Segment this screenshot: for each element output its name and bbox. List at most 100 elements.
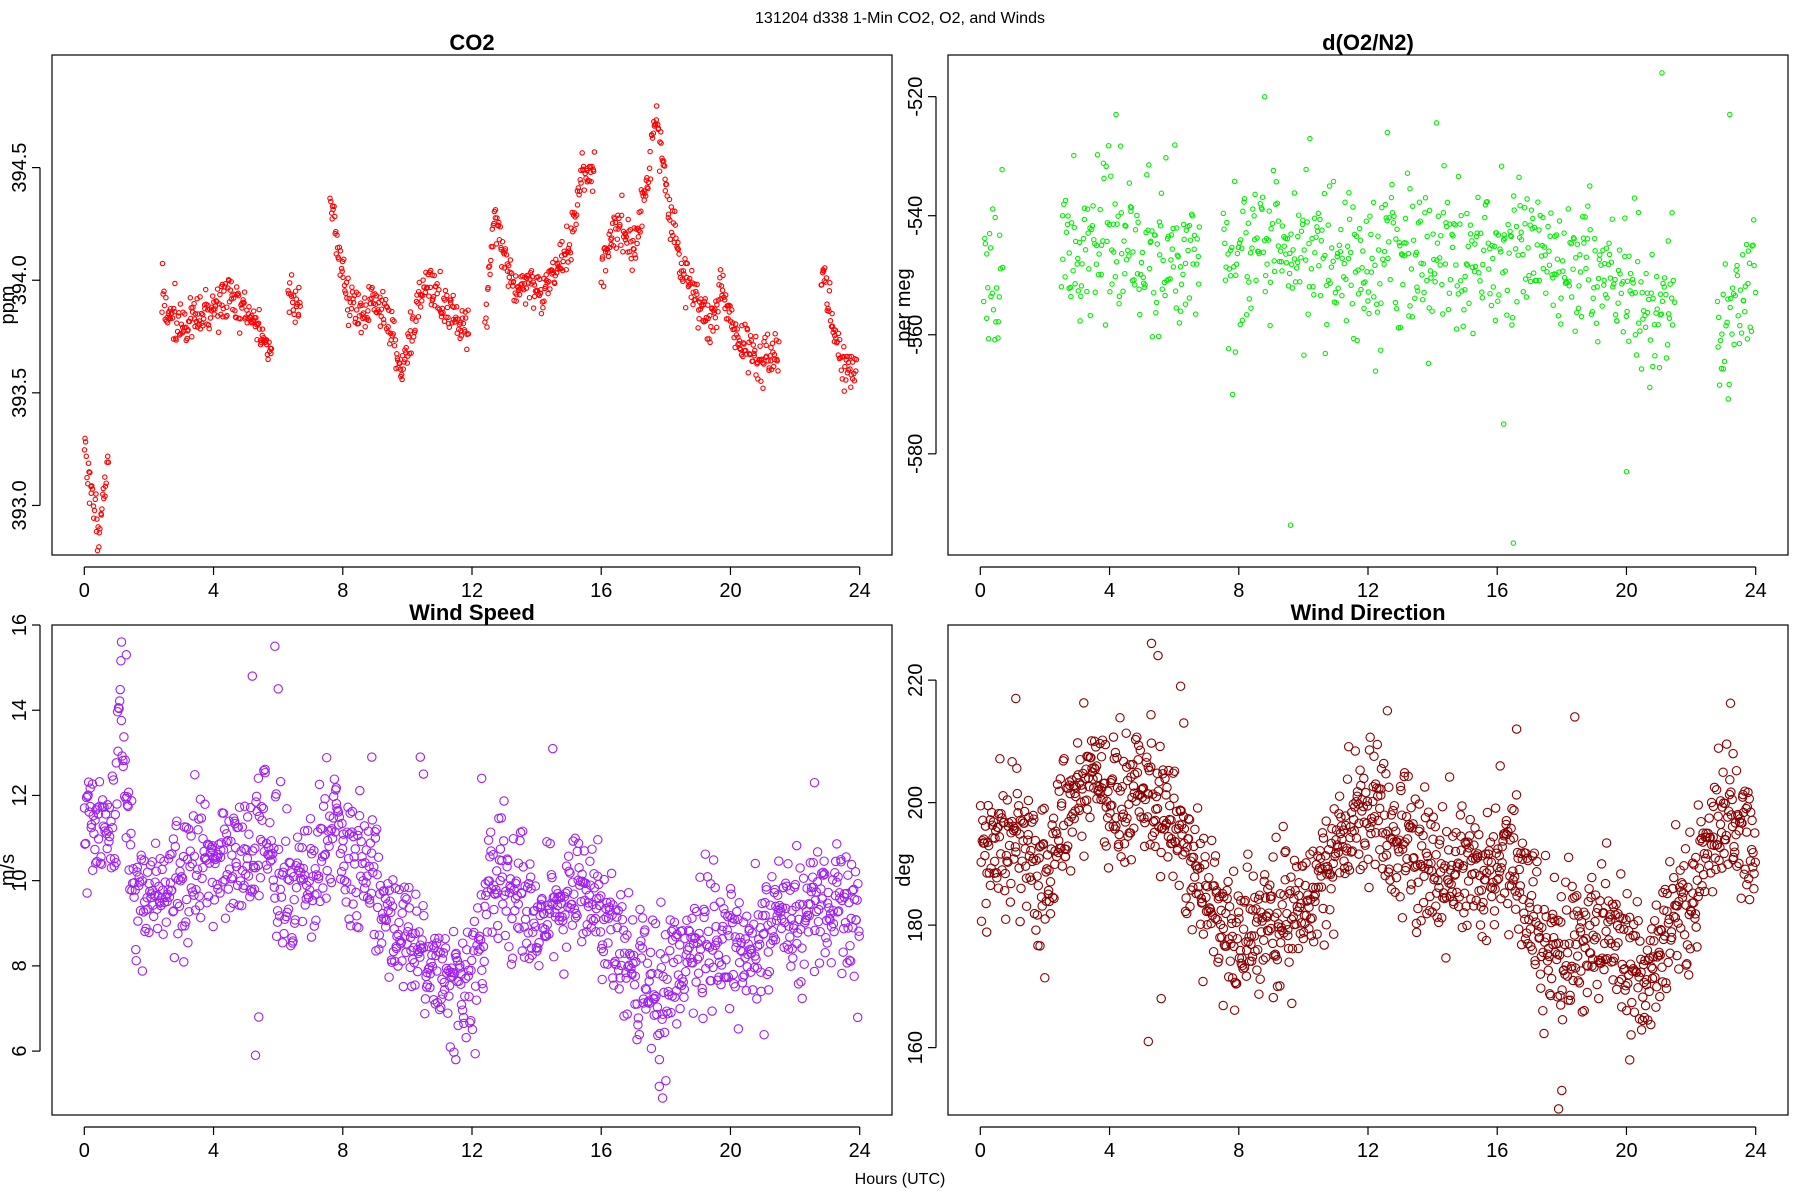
data-point — [386, 307, 392, 313]
data-point — [1645, 296, 1652, 303]
data-point — [407, 309, 414, 315]
data-point — [1279, 223, 1286, 229]
data-point — [1235, 945, 1246, 956]
data-point — [694, 952, 705, 962]
data-point — [1578, 936, 1589, 946]
data-point — [178, 321, 185, 327]
data-point — [1715, 796, 1726, 806]
data-point — [526, 943, 537, 953]
data-point — [541, 298, 547, 305]
data-point — [1474, 829, 1484, 840]
data-point — [1631, 967, 1642, 978]
data-point — [341, 897, 351, 907]
data-point — [629, 267, 635, 273]
data-point — [409, 958, 420, 968]
data-point — [1032, 871, 1042, 881]
data-point — [285, 288, 291, 294]
data-point — [1116, 293, 1123, 300]
data-point — [836, 857, 846, 867]
data-point — [1182, 260, 1189, 267]
data-point — [213, 298, 219, 304]
data-point — [1515, 252, 1521, 258]
data-point — [1201, 892, 1211, 903]
data-point — [453, 1020, 463, 1031]
data-point — [1571, 236, 1577, 242]
data-point — [1506, 250, 1512, 256]
data-point — [234, 802, 245, 813]
data-point — [1429, 872, 1440, 883]
data-point — [1726, 810, 1737, 820]
data-point — [1360, 840, 1370, 851]
data-point — [992, 214, 998, 221]
data-point — [783, 859, 793, 869]
y-tick-label: 394.0 — [9, 255, 31, 305]
data-point — [1402, 834, 1413, 844]
data-point — [1138, 259, 1145, 266]
data-point — [417, 304, 424, 310]
data-point — [1312, 929, 1322, 939]
data-point — [1357, 795, 1367, 805]
data-point — [842, 363, 848, 370]
data-point — [97, 859, 107, 870]
data-point — [361, 295, 368, 301]
data-point — [707, 1006, 717, 1016]
data-point — [1517, 838, 1528, 848]
data-point — [1522, 221, 1528, 227]
data-point — [259, 326, 266, 332]
data-point — [331, 783, 342, 793]
data-point — [1441, 162, 1447, 169]
data-point — [517, 826, 528, 836]
data-point — [212, 879, 222, 890]
data-point — [401, 359, 407, 365]
data-point — [1239, 317, 1246, 324]
data-point — [684, 926, 695, 937]
data-point — [1000, 868, 1011, 879]
data-point — [1248, 305, 1254, 311]
data-point — [1099, 778, 1110, 789]
data-point — [430, 296, 436, 302]
data-point — [1052, 779, 1063, 790]
data-point — [647, 176, 654, 182]
data-point — [112, 799, 122, 809]
data-point — [1353, 233, 1360, 239]
data-point — [179, 957, 189, 967]
data-point — [273, 684, 283, 694]
x-tick-label: 8 — [337, 580, 348, 602]
data-point — [1728, 748, 1738, 759]
data-point — [629, 980, 640, 990]
data-point — [164, 319, 171, 326]
data-point — [652, 1009, 662, 1020]
data-point — [1572, 951, 1583, 961]
data-point — [1117, 781, 1127, 792]
data-point — [1727, 295, 1734, 302]
data-point — [1168, 257, 1174, 263]
data-point — [1276, 258, 1283, 265]
data-point — [1153, 786, 1164, 796]
data-point — [1245, 220, 1252, 227]
data-point — [450, 292, 456, 299]
data-point — [415, 313, 422, 320]
data-point — [167, 315, 174, 322]
data-point — [1078, 283, 1085, 289]
data-point — [1282, 908, 1292, 919]
data-point — [1597, 252, 1603, 258]
data-point — [669, 917, 680, 927]
data-point — [1623, 468, 1630, 475]
data-point — [628, 255, 634, 262]
data-point — [841, 888, 852, 899]
data-point — [1403, 240, 1409, 246]
data-point — [1370, 199, 1377, 206]
data-point — [1426, 207, 1433, 214]
data-point — [1617, 271, 1623, 277]
data-point — [1098, 271, 1104, 278]
data-point — [1188, 882, 1198, 893]
data-point — [1498, 163, 1505, 169]
data-point — [1291, 861, 1302, 872]
data-point — [605, 253, 612, 260]
data-point — [1399, 768, 1410, 778]
data-point — [1181, 893, 1191, 903]
data-point — [1733, 267, 1739, 273]
data-point — [1177, 264, 1184, 270]
data-point — [523, 285, 530, 291]
data-point — [1448, 831, 1458, 842]
